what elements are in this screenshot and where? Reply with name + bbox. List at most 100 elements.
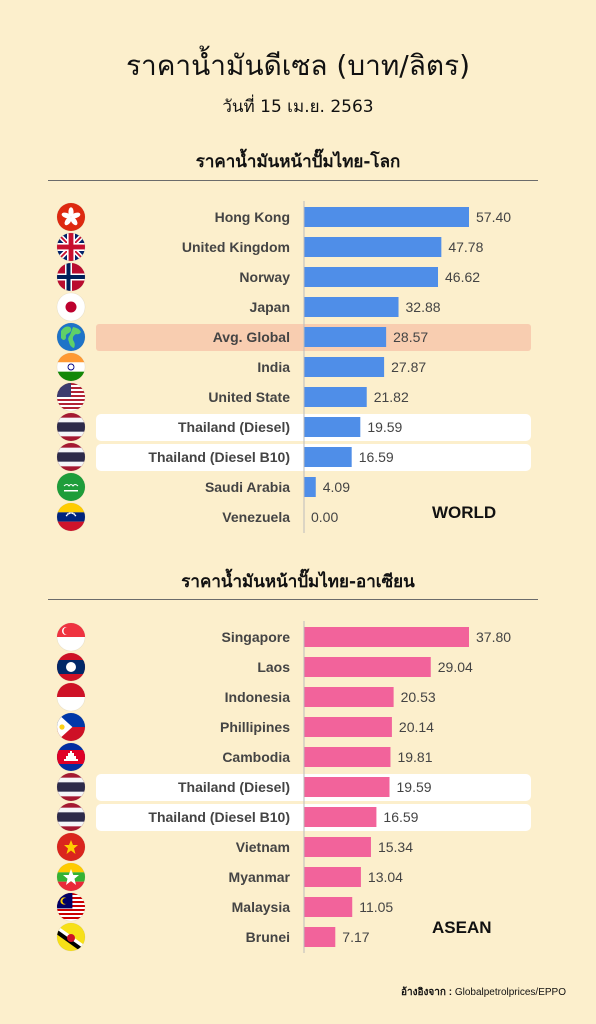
value-label: 16.59 [383, 809, 418, 825]
laos-flag-icon [57, 653, 85, 681]
bar [304, 327, 387, 347]
value-label: 20.14 [399, 719, 434, 735]
value-label: 57.40 [476, 209, 511, 225]
value-label: 13.04 [368, 869, 403, 885]
world-section-title: ราคาน้ำมันหน้าปั๊มไทย-โลก [195, 152, 401, 172]
category-label: Vietnam [236, 839, 290, 855]
bar [304, 717, 392, 737]
bar [304, 417, 361, 437]
category-label: Saudi Arabia [205, 479, 290, 495]
cambodia-flag-icon [57, 743, 85, 771]
value-label: 21.82 [374, 389, 409, 405]
category-label: Cambodia [222, 749, 290, 765]
value-label: 32.88 [406, 299, 441, 315]
category-label: Hong Kong [215, 209, 290, 225]
uk-flag-icon [57, 233, 85, 261]
category-label: Laos [257, 659, 290, 675]
category-label: Japan [250, 299, 290, 315]
source-label: อ้างอิงจาก : [401, 987, 453, 998]
asean-tag: ASEAN [432, 918, 492, 937]
vietnam-flag-icon [57, 833, 85, 861]
bar [304, 237, 442, 257]
category-label: United State [208, 389, 290, 405]
value-label: 19.59 [367, 419, 402, 435]
bar [304, 477, 316, 497]
myanmar-flag-icon [57, 863, 85, 891]
value-label: 37.80 [476, 629, 511, 645]
category-label: Avg. Global [213, 329, 290, 345]
category-label: Brunei [246, 929, 290, 945]
value-label: 16.59 [359, 449, 394, 465]
asean-bar-chart: Singapore 37.80 Laos 29.04 Indonesia 20.53 Phi… [56, 621, 531, 953]
singapore-flag-icon [57, 623, 85, 651]
bar [304, 807, 377, 827]
asean-section-title: ราคาน้ำมันหน้าปั๊มไทย-อาเซียน [181, 572, 415, 592]
value-label: 29.04 [438, 659, 473, 675]
thailand-flag-icon [57, 413, 85, 441]
category-label: Thailand (Diesel B10) [148, 809, 290, 825]
bar [304, 357, 385, 377]
value-label: 28.57 [393, 329, 428, 345]
category-label: Indonesia [225, 689, 291, 705]
category-label: Thailand (Diesel B10) [148, 449, 290, 465]
category-label: Myanmar [229, 869, 291, 885]
thailand-flag-icon [57, 803, 85, 831]
value-label: 11.05 [359, 899, 393, 915]
globe-icon [57, 323, 85, 351]
value-label: 7.17 [342, 929, 369, 945]
asean-divider [48, 599, 538, 600]
source-note: อ้างอิงจาก : Globalpetrolprices/EPPO [401, 985, 566, 1000]
date-subtitle: วันที่ 15 เม.ย. 2563 [222, 97, 374, 117]
source-text: Globalpetrolprices/EPPO [454, 987, 566, 998]
value-label: 19.81 [397, 749, 432, 765]
value-label: 46.62 [445, 269, 480, 285]
category-label: India [257, 359, 290, 375]
brunei-flag-icon [57, 923, 85, 951]
bar [304, 687, 394, 707]
world-tag: WORLD [432, 503, 497, 522]
category-label: Singapore [222, 629, 291, 645]
category-label: Norway [239, 269, 290, 285]
value-label: 19.59 [397, 779, 432, 795]
indonesia-flag-icon [57, 683, 85, 711]
thailand-flag-icon [57, 773, 85, 801]
philippines-flag-icon [57, 713, 85, 741]
value-label: 27.87 [391, 359, 426, 375]
bar [304, 657, 431, 677]
world-divider [48, 180, 538, 181]
value-label: 4.09 [323, 479, 350, 495]
page-title: ราคาน้ำมันดีเซล (บาท/ลิตร) [125, 49, 471, 82]
world-bar-chart: Hong Kong 57.40 United Kingdom 47.78 Norway 4… [56, 201, 531, 533]
hong-kong-flag-icon [57, 203, 85, 231]
bar [304, 627, 469, 647]
category-label: Venezuela [222, 509, 290, 525]
bar [304, 927, 336, 947]
category-label: Thailand (Diesel) [178, 419, 290, 435]
bar [304, 447, 352, 467]
bar [304, 777, 390, 797]
thailand-flag-icon [57, 443, 85, 471]
bar [304, 297, 399, 317]
value-label: 0.00 [311, 509, 338, 525]
category-label: Thailand (Diesel) [178, 779, 290, 795]
bar [304, 867, 361, 887]
saudi-arabia-flag-icon [57, 473, 85, 501]
bar [304, 897, 353, 917]
category-label: United Kingdom [182, 239, 290, 255]
category-label: Malaysia [232, 899, 291, 915]
india-flag-icon [57, 353, 85, 381]
value-label: 47.78 [448, 239, 483, 255]
venezuela-flag-icon [57, 503, 85, 531]
value-label: 20.53 [401, 689, 436, 705]
bar [304, 747, 391, 767]
japan-flag-icon [57, 293, 85, 321]
category-label: Phillipines [220, 719, 290, 735]
bar [304, 387, 367, 407]
norway-flag-icon [57, 263, 85, 291]
bar [304, 207, 469, 227]
usa-flag-icon [57, 383, 85, 411]
bar [304, 267, 439, 287]
value-label: 15.34 [378, 839, 413, 855]
malaysia-flag-icon [57, 893, 85, 921]
bar [304, 837, 371, 857]
